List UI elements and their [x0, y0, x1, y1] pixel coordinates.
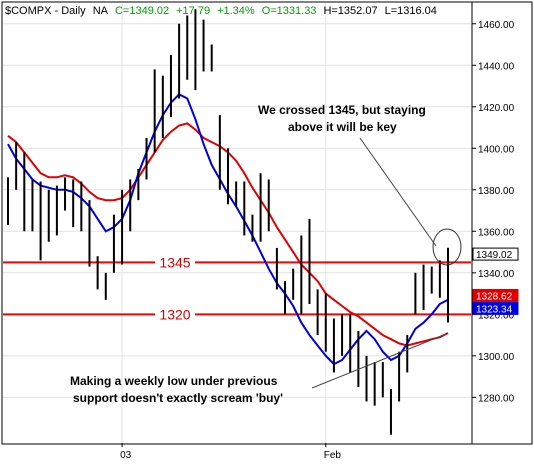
header-symbol: $COMPX - Daily — [5, 5, 86, 17]
highlight-circle — [432, 228, 462, 266]
header-field: C=1349.02 — [115, 5, 169, 17]
x-axis: 03 Feb — [120, 443, 341, 461]
y-tick-label: 1380.00 — [478, 186, 515, 197]
price-tag-label: 1328.62 — [476, 291, 513, 302]
annotation-bottom-pointer — [311, 333, 447, 389]
price-tag-box — [472, 247, 519, 261]
y-tick-label: 1300.00 — [478, 352, 515, 363]
annotation-top: We crossed 1345, but staying above it wi… — [258, 103, 429, 134]
header-field: L=1316.04 — [385, 5, 437, 17]
header-field: NA — [93, 5, 109, 17]
annotation-bottom-line-1: Making a weekly low under previous — [70, 374, 278, 388]
x-tick-label: Feb — [324, 450, 342, 461]
header-field: H=1352.07 — [323, 5, 377, 17]
y-tick-label: 1360.00 — [478, 227, 515, 238]
price-tag-label: 1323.34 — [476, 304, 513, 315]
annotation-top-pointer — [359, 137, 437, 247]
y-tick-label: 1400.00 — [478, 144, 515, 155]
chart-header: $COMPX - Daily NA C=1349.02 +17.79 +1.34% O=1… — [5, 5, 437, 17]
price-tag-box — [472, 288, 519, 302]
y-axis: 1460.00 1440.00 1420.00 1400.00 1380.00 1360.… — [472, 20, 515, 404]
annotation-bottom-line-2: support doesn't exactly scream 'buy' — [73, 391, 283, 405]
annotation-top-line-1: We crossed 1345, but staying — [258, 103, 426, 117]
annotation-top-line-2: above it will be key — [288, 120, 397, 134]
annotations: We crossed 1345, but staying above it wi… — [70, 103, 462, 405]
x-tick-label: 03 — [120, 450, 132, 461]
y-tick-label: 1280.00 — [478, 393, 515, 404]
level-label-bg — [155, 306, 195, 323]
level-label: 1320 — [159, 306, 190, 322]
price-tag-box — [472, 301, 519, 315]
header-field: O=1331.33 — [262, 5, 317, 17]
header-field: +17.79 — [176, 5, 210, 17]
price-tags: 1349.02 1328.62 1323.34 — [472, 247, 519, 315]
annotation-bottom: Making a weekly low under previous suppo… — [70, 374, 283, 405]
y-tick-label: 1340.00 — [478, 269, 515, 280]
header-field: +1.34% — [217, 5, 255, 17]
y-tick-label: 1440.00 — [478, 61, 515, 72]
y-tick-label: 1320.00 — [478, 310, 515, 321]
y-tick-label: 1420.00 — [478, 103, 515, 114]
price-bars — [7, 9, 449, 435]
level-label-bg — [155, 254, 195, 271]
price-axis-frame — [471, 1, 533, 445]
support-levels: 1345 1320 — [3, 254, 471, 323]
level-label: 1345 — [159, 254, 190, 270]
price-tag-label: 1349.02 — [476, 250, 513, 261]
y-tick-label: 1460.00 — [478, 20, 515, 31]
